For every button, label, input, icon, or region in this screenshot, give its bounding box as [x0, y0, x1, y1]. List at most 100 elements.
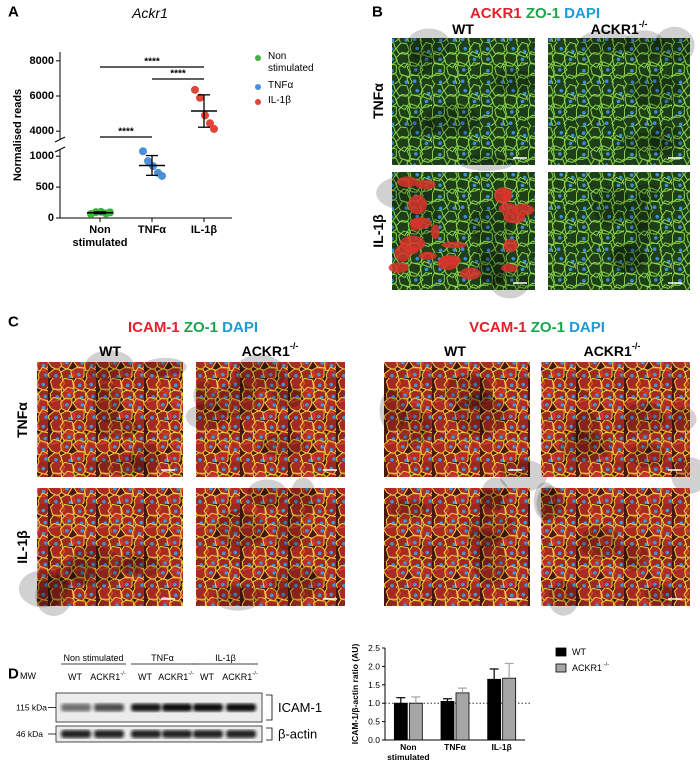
- legend-label: IL-1β: [268, 95, 291, 106]
- error-bar: [443, 698, 452, 702]
- micrograph: [379, 362, 548, 492]
- sd-bar: [146, 154, 158, 176]
- lane-label: WT: [68, 672, 82, 682]
- shade: [466, 530, 500, 547]
- error-bar: [458, 687, 467, 693]
- band-bracket: [266, 727, 273, 741]
- bar: [408, 702, 423, 741]
- shade: [648, 124, 682, 155]
- shade: [405, 114, 437, 139]
- lane-label-sup: -/-: [188, 671, 194, 677]
- error-bar: [489, 668, 499, 680]
- data-point: [206, 119, 214, 128]
- shade: [443, 374, 493, 408]
- legend-label-main: ACKR1: [572, 663, 602, 673]
- micrograph: [18, 488, 183, 617]
- sd-bar: [94, 211, 106, 215]
- legend-label: TNFα: [268, 80, 294, 91]
- y-tick-label: 1000: [30, 150, 54, 162]
- shade: [579, 525, 621, 560]
- y-tick-label: 2.5: [368, 643, 380, 653]
- mw-label: 115 kDa: [16, 703, 47, 713]
- stain: [388, 262, 409, 274]
- column-label-main: ACKR1: [591, 21, 639, 37]
- shade: [548, 580, 579, 616]
- micrograph: [185, 354, 345, 477]
- shade: [492, 68, 535, 95]
- shade: [473, 242, 510, 284]
- shade: [271, 385, 304, 409]
- shade: [92, 383, 123, 423]
- shade: [592, 185, 630, 226]
- panel-letter: B: [372, 4, 383, 21]
- shade: [533, 482, 558, 521]
- shade: [633, 184, 661, 203]
- column-label: ACKR1-/-: [584, 341, 641, 359]
- panel-title: ICAM-1 ZO-1 DAPI: [128, 319, 258, 336]
- shade: [644, 584, 673, 606]
- legend-swatch: [555, 647, 567, 657]
- blot-band: [226, 730, 256, 738]
- title-part: ZO-1: [522, 5, 560, 22]
- blot-band: [94, 703, 124, 712]
- shade: [247, 479, 288, 509]
- blot-band: [94, 730, 124, 738]
- bar: [487, 678, 502, 741]
- y-tick-label: 8000: [30, 55, 54, 67]
- mw-header: MW: [20, 671, 36, 681]
- column-label: ACKR1-/-: [591, 19, 648, 37]
- stain: [501, 263, 518, 273]
- shade: [35, 575, 73, 617]
- lane-label: WT: [138, 672, 152, 682]
- shade: [185, 403, 227, 430]
- y-tick-label: 4000: [30, 125, 54, 137]
- shade: [631, 221, 654, 247]
- shade: [96, 418, 139, 438]
- panel-letter: D: [8, 666, 19, 683]
- stain: [396, 176, 418, 188]
- shade: [425, 102, 479, 137]
- micrograph-image: [548, 38, 690, 165]
- legend-marker: [255, 99, 261, 105]
- column-label: WT: [99, 343, 121, 359]
- micrograph: [376, 172, 535, 299]
- axis-break: [54, 146, 66, 153]
- significance-label: ****: [170, 69, 186, 80]
- legend-label: WT: [572, 647, 586, 657]
- data-point: [201, 111, 209, 120]
- y-tick-label: 2.0: [368, 661, 380, 671]
- x-tick-label: IL-1β: [190, 224, 218, 236]
- mw-label: 46 kDa: [16, 729, 43, 739]
- stain: [494, 187, 511, 204]
- shade: [66, 545, 122, 587]
- y-axis-label: ICAM-1/β-actin ratio (AU): [350, 644, 360, 745]
- shade: [398, 406, 431, 447]
- significance-label: ****: [118, 127, 134, 138]
- shade: [623, 30, 665, 60]
- x-tick-label: TNFα: [137, 224, 167, 236]
- micrograph: [392, 28, 535, 171]
- shade: [452, 395, 509, 436]
- lane-label: WT: [200, 672, 214, 682]
- shade: [193, 381, 215, 411]
- title-part: DAPI: [218, 319, 258, 336]
- shade: [621, 545, 649, 571]
- panel-title: VCAM-1 ZO-1 DAPI: [469, 319, 605, 336]
- panel-title: ACKR1 ZO-1 DAPI: [470, 5, 600, 22]
- data-point: [191, 85, 199, 94]
- panel-letter: C: [8, 314, 19, 331]
- y-tick-label: 0: [48, 212, 54, 224]
- data-point: [139, 147, 147, 156]
- shade: [274, 515, 303, 551]
- shade: [629, 442, 667, 468]
- micrograph-image: [37, 362, 183, 477]
- shade: [629, 72, 682, 107]
- column-label: WT: [444, 343, 466, 359]
- stain: [512, 204, 535, 216]
- micrograph-image: [541, 488, 690, 606]
- shade: [467, 205, 513, 242]
- title-part: VCAM-1: [469, 319, 527, 336]
- shade: [465, 513, 516, 542]
- shade: [490, 269, 529, 299]
